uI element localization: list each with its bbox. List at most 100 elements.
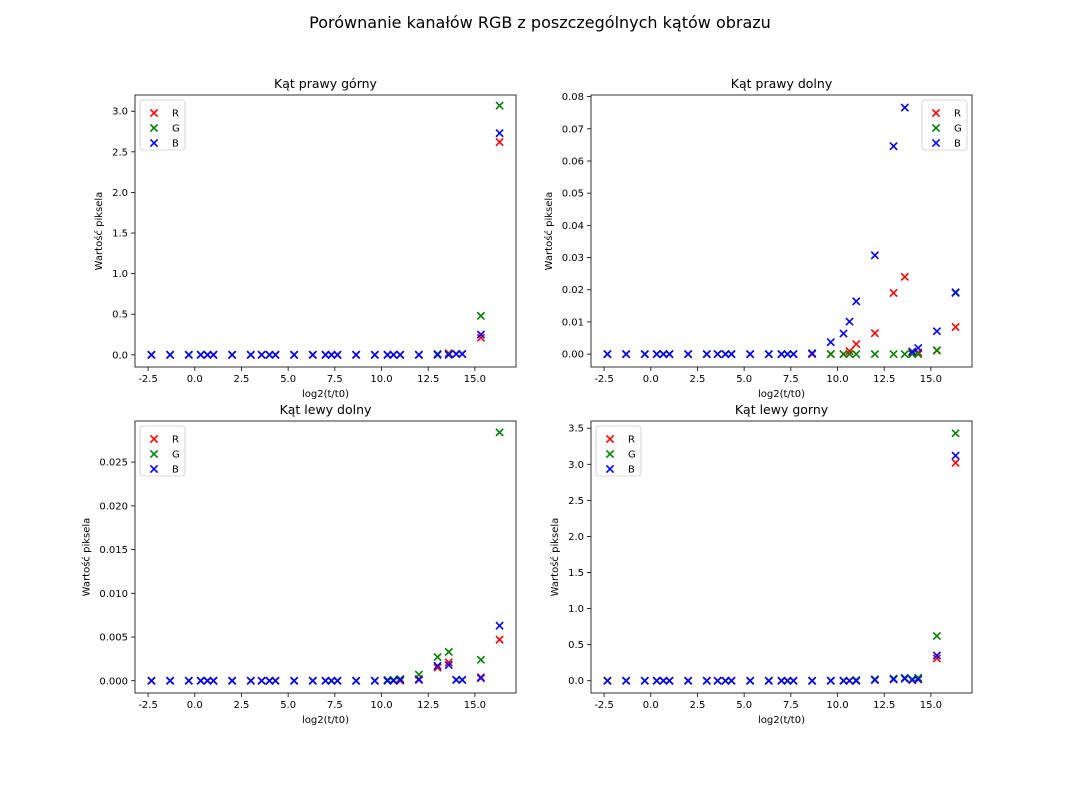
point-b — [246, 350, 255, 359]
point-b — [389, 676, 398, 685]
point-b — [826, 338, 835, 347]
point-g — [495, 428, 504, 437]
legend-label: B — [954, 139, 961, 150]
point-b — [396, 350, 405, 359]
point-b — [184, 676, 193, 685]
point-b — [889, 142, 898, 151]
legend-label: B — [172, 465, 179, 476]
point-b — [327, 350, 336, 359]
point-b — [845, 317, 854, 326]
y-tick-label: 0.5 — [112, 310, 128, 321]
point-b — [203, 350, 212, 359]
point-b — [333, 676, 342, 685]
point-b — [452, 349, 461, 359]
y-tick-label: 0.005 — [99, 633, 128, 644]
y-tick-label: 2.5 — [568, 496, 584, 507]
legend-marker-g — [149, 123, 159, 133]
y-tick-label: 0.020 — [99, 501, 128, 512]
point-b — [745, 349, 755, 359]
x-tick-label: 0.0 — [643, 374, 659, 385]
point-b — [839, 676, 848, 685]
point-g — [914, 673, 923, 683]
x-tick-label: -2.5 — [138, 374, 158, 385]
legend-marker-r — [605, 434, 615, 444]
x-tick-label: 2.5 — [690, 374, 706, 385]
point-b — [652, 676, 661, 685]
x-tick-label: 10.0 — [826, 700, 848, 711]
point-b — [603, 349, 612, 359]
point-g — [889, 349, 898, 359]
point-b — [257, 350, 266, 359]
point-b — [396, 675, 405, 685]
y-tick-label: 1.0 — [112, 269, 128, 280]
point-b — [727, 349, 736, 359]
legend-label: B — [172, 139, 179, 150]
x-tick-label: -2.5 — [138, 700, 158, 711]
point-b — [640, 349, 649, 359]
point-b — [951, 451, 960, 460]
point-b — [476, 330, 486, 339]
point-b — [621, 676, 631, 685]
point-b — [764, 349, 773, 359]
point-b — [271, 676, 280, 685]
point-r — [951, 322, 960, 332]
point-b — [383, 676, 392, 685]
y-tick-label: 3.5 — [568, 424, 584, 435]
point-b — [414, 675, 424, 685]
point-b — [652, 349, 661, 359]
point-b — [444, 350, 453, 359]
point-b — [783, 676, 792, 685]
point-b — [870, 675, 880, 685]
point-b — [265, 676, 274, 685]
x-tick-label: 15.0 — [464, 374, 486, 385]
legend-label: R — [172, 435, 179, 446]
point-b — [246, 676, 255, 685]
point-r — [951, 458, 960, 468]
x-axis-label: log2(t/t0) — [758, 389, 805, 400]
subplot-3: Kąt lewy dolny -2.5 0.0 2.5 5.0 7.5 10.0 12.5 15… — [81, 402, 517, 726]
x-tick-label: 5.0 — [280, 700, 296, 711]
point-b — [870, 251, 880, 260]
point-g — [951, 429, 960, 438]
point-b — [683, 676, 693, 685]
y-tick-label: 1.0 — [568, 604, 584, 615]
point-b — [389, 350, 398, 359]
subplot-title: Kąt prawy dolny — [731, 76, 833, 91]
point-b — [265, 350, 274, 359]
x-tick-label: 0.0 — [643, 700, 659, 711]
point-b — [196, 350, 205, 359]
y-tick-label: 2.0 — [112, 188, 128, 199]
x-tick-label: 5.0 — [736, 700, 752, 711]
point-g — [914, 349, 923, 359]
x-tick-label: 5.0 — [280, 374, 296, 385]
legend-marker-g — [931, 123, 941, 133]
point-b — [289, 350, 299, 359]
point-b — [621, 349, 631, 359]
point-g — [852, 349, 861, 359]
y-tick-label: 0.04 — [562, 221, 584, 232]
legend-box — [139, 425, 186, 477]
legend-marker-b — [931, 138, 941, 148]
point-b — [414, 350, 424, 359]
x-tick-label: 15.0 — [920, 374, 942, 385]
point-b — [147, 350, 156, 359]
y-tick-label: 0.5 — [568, 640, 584, 651]
point-b — [852, 676, 861, 685]
x-tick-label: 7.5 — [783, 374, 799, 385]
point-b — [458, 349, 467, 359]
y-tick-label: 3.0 — [112, 107, 128, 118]
point-b — [789, 349, 798, 359]
point-r — [852, 339, 861, 349]
point-b — [458, 675, 467, 685]
subplot-title: Kąt prawy górny — [274, 76, 377, 91]
point-b — [289, 676, 299, 685]
point-b — [665, 676, 674, 685]
point-b — [227, 350, 237, 359]
legend-marker-b — [605, 464, 615, 474]
x-tick-label: 7.5 — [327, 374, 343, 385]
point-r — [476, 333, 486, 342]
y-tick-label: 0.06 — [562, 156, 584, 167]
point-g — [839, 349, 848, 359]
point-b — [196, 676, 205, 685]
